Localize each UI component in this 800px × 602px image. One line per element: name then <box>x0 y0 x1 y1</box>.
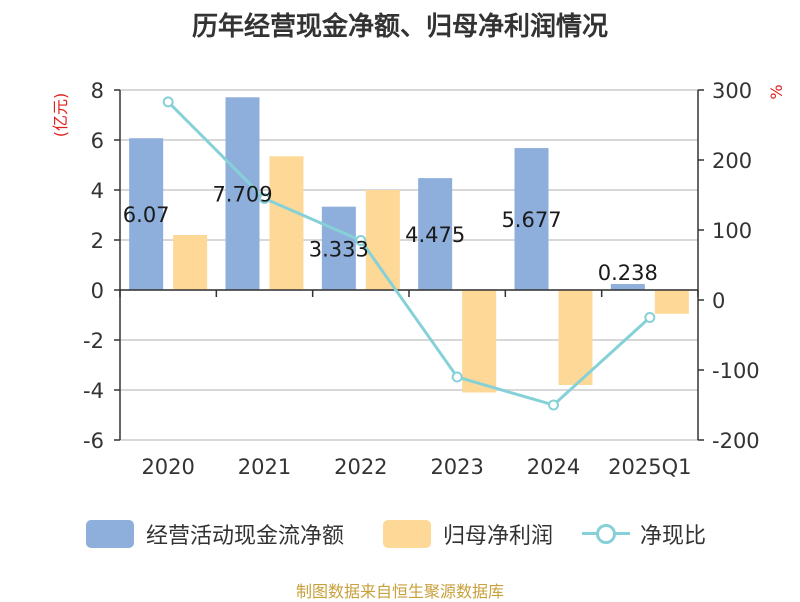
legend-swatch-ratio <box>582 520 630 548</box>
ratio-point <box>548 399 559 411</box>
x-tick-label: 2023 <box>430 455 483 479</box>
y-right-tick-label: 300 <box>712 79 752 103</box>
y-left-tick-label: 6 <box>91 129 104 153</box>
source-note: 制图数据来自恒生聚源数据库 <box>295 582 504 601</box>
y-right-tick-label: 100 <box>712 219 752 243</box>
label-layer: 6.07 7.709 3.333 4.475 5.677 0.238 <box>123 183 658 285</box>
bar-cash <box>610 284 645 290</box>
bar-value-label: 7.709 <box>212 183 272 207</box>
ratio-point <box>162 96 174 108</box>
bar-profit <box>654 290 689 314</box>
ratio-point <box>451 371 463 383</box>
y-left-tick-label: -2 <box>83 329 104 353</box>
legend-item-ratio[interactable]: 净现比 <box>582 514 706 554</box>
bar-value-label: 3.333 <box>309 237 369 261</box>
y-right-tick-label: 0 <box>712 289 725 313</box>
x-tick-label: 2021 <box>238 455 291 479</box>
x-tick-label: 2020 <box>141 455 194 479</box>
legend-swatch-cash <box>86 520 134 548</box>
y-left-tick-label: 0 <box>91 279 104 303</box>
y-left-tick-label: -4 <box>83 379 104 403</box>
x-tick-label: 2025Q1 <box>608 455 691 479</box>
ratio-point <box>355 235 367 246</box>
y-left-tick-label: 8 <box>91 79 104 103</box>
bar-value-label: 6.07 <box>123 203 170 227</box>
bar-cash <box>514 148 549 290</box>
bar-profit <box>462 290 497 393</box>
y-left-tick-label: 4 <box>91 179 104 203</box>
legend: 经营活动现金流净额 归母净利润 净现比 <box>0 514 800 554</box>
ratio-line <box>167 100 651 407</box>
bar-cash <box>129 138 164 290</box>
legend-swatch-profit <box>383 520 431 548</box>
y-right-tick-label: -200 <box>712 429 760 453</box>
bar-cash <box>225 97 260 291</box>
bar-value-label: 4.475 <box>405 223 465 247</box>
legend-item-profit[interactable]: 归母净利润 <box>383 514 553 554</box>
bar-profit <box>365 190 400 290</box>
y-right-tick-label: 200 <box>712 149 752 173</box>
y-left-tick-label: -6 <box>83 429 104 453</box>
ratio-point <box>644 312 656 323</box>
legend-item-cash[interactable]: 经营活动现金流净额 <box>86 514 344 554</box>
legend-label-cash: 经营活动现金流净额 <box>146 524 345 549</box>
chart-title: 历年经营现金净额、归母净利润情况 <box>191 12 608 42</box>
bar-profit <box>558 290 593 385</box>
legend-label-ratio: 净现比 <box>640 524 707 549</box>
y-right-tick-label: -100 <box>712 359 760 383</box>
line-layer <box>162 96 656 411</box>
left-axis-unit: (亿元) <box>51 93 70 138</box>
axis-layer: -6 -4 -2 0 2 4 6 8 -200 -100 0 100 200 300 2020 2021 202… <box>83 79 760 479</box>
bar-layer <box>129 97 689 393</box>
ratio-point <box>259 193 270 204</box>
bar-profit <box>173 235 208 290</box>
y-left-tick-label: 2 <box>91 229 104 253</box>
legend-label-profit: 归母净利润 <box>443 524 554 549</box>
x-tick-label: 2022 <box>334 455 387 479</box>
right-axis-unit: % <box>767 84 786 99</box>
bar-value-label: 0.238 <box>598 261 658 285</box>
bar-value-label: 5.677 <box>501 208 561 232</box>
bar-cash <box>321 206 356 290</box>
x-tick-label: 2024 <box>527 455 580 479</box>
bar-profit <box>269 156 304 290</box>
bar-cash <box>418 178 453 290</box>
